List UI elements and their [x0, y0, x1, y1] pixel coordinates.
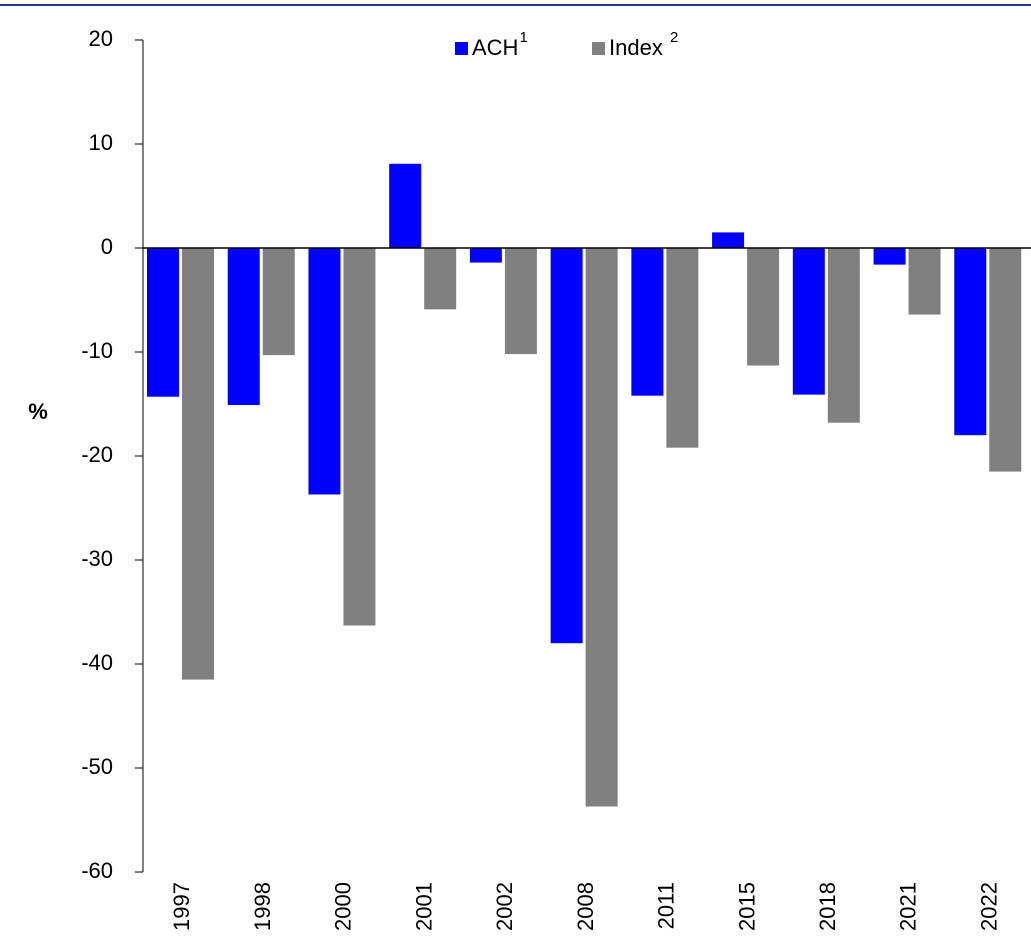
- bar: [666, 248, 699, 448]
- bar: [262, 248, 295, 356]
- bar: [712, 232, 745, 248]
- x-tick-label: 1998: [250, 882, 275, 931]
- x-tick-label: 2002: [492, 882, 517, 931]
- y-tick-label: -10: [81, 338, 113, 363]
- legend-swatch: [592, 42, 605, 55]
- y-tick-label: -20: [81, 442, 113, 467]
- x-tick-label: 2008: [573, 882, 598, 931]
- y-tick-label: -60: [81, 858, 113, 883]
- bar: [550, 248, 583, 644]
- bar: [308, 248, 341, 495]
- bar: [631, 248, 664, 396]
- bar: [424, 248, 457, 310]
- x-tick-label: 2001: [411, 882, 436, 931]
- legend-label: ACH: [472, 35, 518, 60]
- x-tick-label: 2022: [976, 882, 1001, 931]
- legend-label: Index: [609, 35, 669, 60]
- bar: [182, 248, 214, 680]
- bar: [343, 248, 376, 626]
- bar: [873, 248, 906, 265]
- x-tick-label: 1997: [169, 882, 194, 931]
- bar: [827, 248, 860, 423]
- bar: [747, 248, 780, 366]
- bar: [954, 248, 987, 436]
- bar: [389, 163, 422, 248]
- bar: [469, 248, 502, 263]
- bar: [147, 248, 179, 397]
- legend-swatch: [455, 42, 468, 55]
- y-tick-label: -30: [81, 546, 113, 571]
- x-tick-label: 2011: [654, 882, 679, 929]
- bar: [908, 248, 941, 315]
- y-tick-label: 20: [89, 26, 113, 51]
- x-tick-label: 2000: [331, 882, 356, 931]
- bar: [504, 248, 537, 355]
- legend-superscript: 1: [519, 29, 527, 46]
- bar: [585, 248, 618, 807]
- bar: [227, 248, 260, 406]
- y-tick-label: 0: [101, 234, 113, 259]
- bar: [989, 248, 1022, 472]
- bar: [792, 248, 825, 395]
- y-tick-label: -50: [81, 754, 113, 779]
- x-tick-label: 2021: [896, 882, 921, 931]
- x-tick-label: 2015: [734, 882, 759, 931]
- legend-superscript: 2: [670, 29, 678, 46]
- y-tick-label: 10: [89, 130, 113, 155]
- y-axis-label: %: [28, 399, 48, 424]
- y-tick-label: -40: [81, 650, 113, 675]
- x-tick-label: 2018: [815, 882, 840, 931]
